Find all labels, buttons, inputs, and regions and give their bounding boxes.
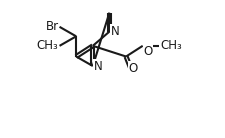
Text: CH₃: CH₃	[37, 39, 58, 52]
Text: N: N	[110, 25, 119, 38]
Text: O: O	[143, 45, 152, 58]
Text: CH₃: CH₃	[160, 39, 181, 52]
Text: N: N	[94, 59, 102, 73]
Text: Br: Br	[45, 20, 58, 33]
Text: O: O	[128, 62, 137, 75]
